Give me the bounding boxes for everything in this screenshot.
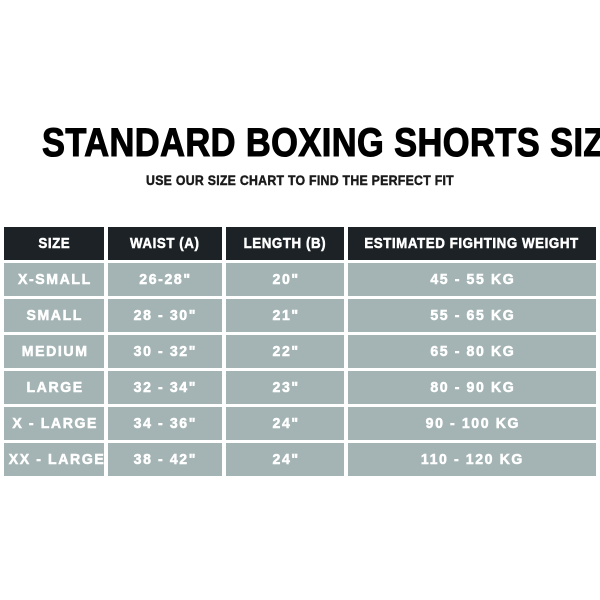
cell-weight-value: 80 - 90 KG: [430, 379, 516, 397]
cell-length-value: 23": [272, 379, 300, 397]
cell-size: X-SMALL: [4, 263, 104, 296]
cell-length-value: 22": [272, 343, 300, 361]
cell-weight: 80 - 90 KG: [348, 371, 596, 404]
column-header-waist-label: WAIST (A): [130, 235, 200, 252]
cell-size: LARGE: [4, 371, 104, 404]
cell-weight: 90 - 100 KG: [348, 407, 596, 440]
cell-size: SMALL: [4, 299, 104, 332]
cell-length: 23": [226, 371, 344, 404]
cell-size: MEDIUM: [4, 335, 104, 368]
column-header-size-label: SIZE: [38, 235, 70, 252]
cell-waist: 34 - 36": [108, 407, 222, 440]
cell-size-value: XX - LARGE: [8, 451, 106, 469]
cell-length: 24": [226, 407, 344, 440]
cell-weight-value: 90 - 100 KG: [425, 415, 520, 433]
cell-waist: 30 - 32": [108, 335, 222, 368]
cell-length: 21": [226, 299, 344, 332]
table-row: X-SMALL 26-28" 20" 45 - 55 KG: [4, 263, 596, 296]
cell-weight-value: 110 - 120 KG: [421, 451, 525, 469]
page-subtitle: USE OUR SIZE CHART TO FIND THE PERFECT F…: [146, 172, 454, 188]
cell-size-value: MEDIUM: [21, 343, 89, 361]
cell-waist-value: 26-28": [139, 271, 192, 289]
cell-waist-value: 34 - 36": [134, 415, 198, 433]
cell-length: 20": [226, 263, 344, 296]
cell-weight: 55 - 65 KG: [348, 299, 596, 332]
cell-weight-value: 55 - 65 KG: [430, 307, 516, 325]
table-body: X-SMALL 26-28" 20" 45 - 55 KG SMALL 28 -…: [4, 263, 596, 476]
cell-weight: 65 - 80 KG: [348, 335, 596, 368]
table-row: MEDIUM 30 - 32" 22" 65 - 80 KG: [4, 335, 596, 368]
size-chart-table: SIZE WAIST (A) LENGTH (B) ESTIMATED FIGH…: [0, 224, 600, 479]
cell-size-value: X-SMALL: [17, 271, 92, 289]
cell-waist-value: 32 - 34": [134, 379, 198, 397]
heading-block: STANDARD BOXING SHORTS SIZES USE OUR SIZ…: [0, 121, 600, 188]
cell-size-value: X - LARGE: [11, 415, 98, 433]
table-header: SIZE WAIST (A) LENGTH (B) ESTIMATED FIGH…: [4, 227, 596, 260]
cell-length: 24": [226, 443, 344, 476]
cell-size-value: LARGE: [26, 379, 84, 397]
cell-waist: 38 - 42": [108, 443, 222, 476]
column-header-length-label: LENGTH (B): [243, 235, 327, 252]
column-header-length: LENGTH (B): [226, 227, 344, 260]
cell-waist-value: 30 - 32": [134, 343, 198, 361]
cell-waist-value: 38 - 42": [134, 451, 198, 469]
cell-size: X - LARGE: [4, 407, 104, 440]
cell-waist: 32 - 34": [108, 371, 222, 404]
cell-size: XX - LARGE: [4, 443, 104, 476]
table-row: XX - LARGE 38 - 42" 24" 110 - 120 KG: [4, 443, 596, 476]
column-header-weight: ESTIMATED FIGHTING WEIGHT: [348, 227, 596, 260]
cell-weight: 45 - 55 KG: [348, 263, 596, 296]
cell-length-value: 24": [272, 415, 300, 433]
column-header-size: SIZE: [4, 227, 104, 260]
cell-waist: 28 - 30": [108, 299, 222, 332]
table-row: X - LARGE 34 - 36" 24" 90 - 100 KG: [4, 407, 596, 440]
table-header-row: SIZE WAIST (A) LENGTH (B) ESTIMATED FIGH…: [4, 227, 596, 260]
cell-length-value: 24": [272, 451, 300, 469]
column-header-weight-label: ESTIMATED FIGHTING WEIGHT: [364, 235, 580, 252]
cell-length: 22": [226, 335, 344, 368]
cell-weight: 110 - 120 KG: [348, 443, 596, 476]
cell-waist-value: 28 - 30": [134, 307, 198, 325]
page-title: STANDARD BOXING SHORTS SIZES: [42, 121, 600, 165]
cell-size-value: SMALL: [26, 307, 84, 325]
column-header-waist: WAIST (A): [108, 227, 222, 260]
cell-weight-value: 65 - 80 KG: [430, 343, 516, 361]
cell-length-value: 20": [272, 271, 300, 289]
table-row: LARGE 32 - 34" 23" 80 - 90 KG: [4, 371, 596, 404]
cell-waist: 26-28": [108, 263, 222, 296]
cell-length-value: 21": [272, 307, 300, 325]
table-row: SMALL 28 - 30" 21" 55 - 65 KG: [4, 299, 596, 332]
cell-weight-value: 45 - 55 KG: [430, 271, 516, 289]
